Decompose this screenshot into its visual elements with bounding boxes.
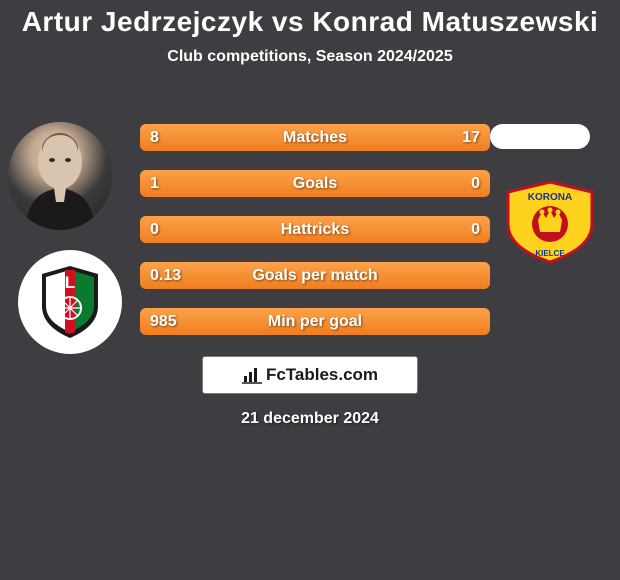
korona-shield-icon: KORONA KIELCE (500, 178, 600, 264)
svg-text:KIELCE: KIELCE (535, 249, 565, 258)
stat-value-left: 985 (150, 313, 177, 331)
stat-value-left: 0.13 (150, 267, 181, 285)
stat-value-left: 8 (150, 129, 159, 147)
stat-row: 985 Min per goal (140, 308, 490, 335)
brand-box: FcTables.com (202, 356, 418, 394)
stat-row: 1 Goals 0 (140, 170, 490, 197)
brand-text: FcTables.com (266, 365, 378, 385)
player-photo-left (8, 122, 112, 230)
comparison-date: 21 december 2024 (0, 410, 620, 428)
stat-label: Matches (283, 129, 347, 147)
legia-shield-icon: L (38, 264, 102, 340)
stat-row: 0.13 Goals per match (140, 262, 490, 289)
bar-chart-icon (242, 366, 262, 384)
stat-label: Hattricks (281, 221, 349, 239)
stat-row: 8 Matches 17 (140, 124, 490, 151)
stat-row: 0 Hattricks 0 (140, 216, 490, 243)
player-silhouette-icon (8, 122, 112, 230)
club-logo-left: L (18, 250, 122, 354)
comparison-subtitle: Club competitions, Season 2024/2025 (0, 48, 620, 66)
stat-value-right: 17 (462, 129, 480, 147)
stats-table: 8 Matches 17 1 Goals 0 0 Hattricks 0 0.13 Goals pe… (140, 124, 490, 354)
stat-label: Min per goal (268, 313, 362, 331)
player-photo-right-placeholder (490, 124, 590, 149)
stat-value-right: 0 (471, 221, 480, 239)
stat-label: Goals (293, 175, 337, 193)
svg-text:L: L (65, 273, 75, 292)
stat-value-left: 1 (150, 175, 159, 193)
stat-value-right: 0 (471, 175, 480, 193)
comparison-title: Artur Jedrzejczyk vs Konrad Matuszewski (0, 0, 620, 38)
svg-text:KORONA: KORONA (528, 192, 572, 203)
club-logo-right: KORONA KIELCE (500, 178, 600, 264)
stat-label: Goals per match (252, 267, 377, 285)
stat-value-left: 0 (150, 221, 159, 239)
